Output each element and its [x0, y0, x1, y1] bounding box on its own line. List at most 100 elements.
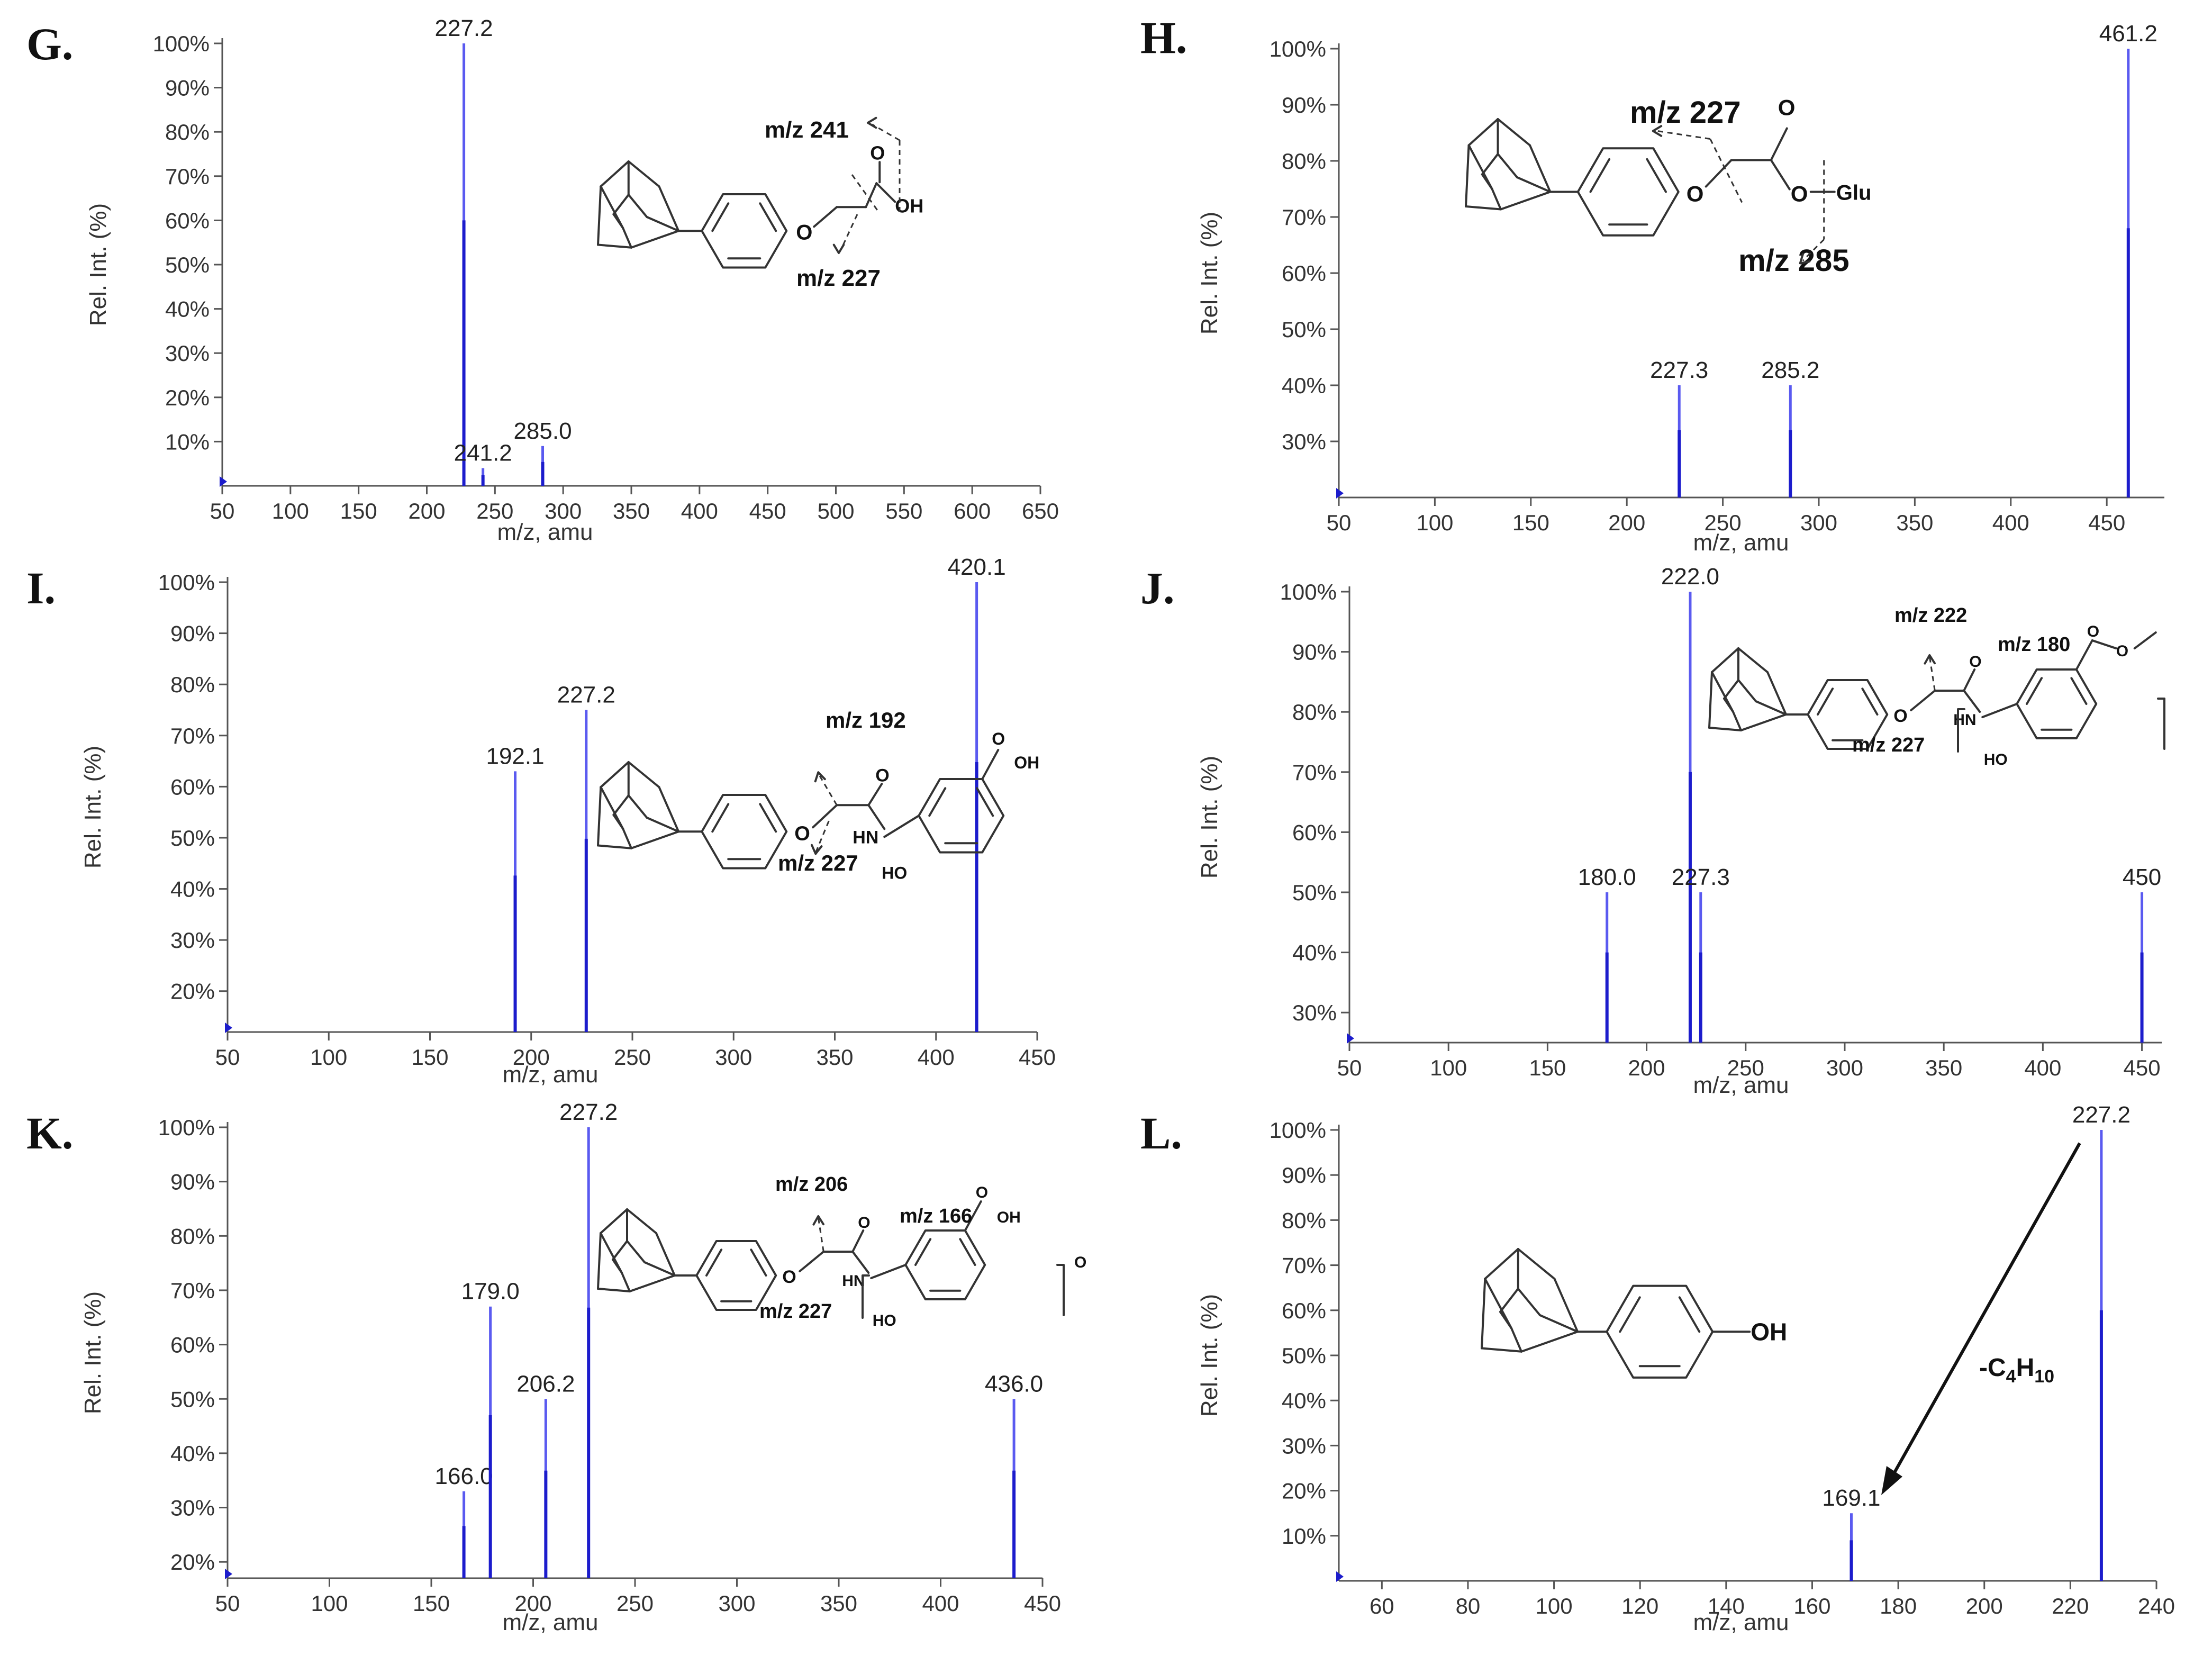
atom-label: O — [794, 822, 810, 845]
double-bond — [914, 1238, 932, 1266]
adamantane-bond — [1708, 671, 1713, 729]
arrow-head — [1652, 125, 1663, 137]
cleavage-arrow — [851, 174, 880, 212]
peak-label: 166.0 — [435, 1463, 493, 1489]
atom-label: HO — [1984, 751, 2008, 768]
y-tick-label: 80% — [170, 672, 215, 697]
bond — [883, 815, 920, 838]
peak-label: 285.0 — [513, 418, 572, 444]
adamantane-bond — [630, 830, 680, 849]
bond — [812, 804, 838, 829]
cleavage-arrow — [814, 820, 830, 853]
structure-h: O O O Glu m/z 227 m/z 285 — [1465, 95, 1871, 278]
peak-label: 450 — [2123, 864, 2161, 890]
y-tick-label: 30% — [170, 928, 215, 953]
adamantane-bond — [627, 761, 660, 789]
adamantane-bond — [597, 1288, 631, 1292]
arrow-head — [1799, 253, 1811, 265]
x-tick-label: 100 — [272, 499, 309, 523]
bond — [1963, 668, 1976, 692]
panel-letter: K. — [26, 1108, 73, 1159]
panel-k: K. 50 100 150 200 250 300 350 400 450 20% 30% 40% 50%… — [26, 1099, 1061, 1635]
x-tick-label: 180 — [1880, 1594, 1917, 1618]
x-tick-label: 200 — [513, 1045, 550, 1070]
y-tick-label: 20% — [1282, 1479, 1326, 1504]
atom-label: HN — [842, 1272, 865, 1290]
bond — [851, 1229, 865, 1253]
benzene-ring — [1606, 1284, 1714, 1379]
y-tick-label: 70% — [1282, 205, 1326, 230]
y-axis-title: Rel. Int. (%) — [80, 746, 106, 868]
x-tick-label: 300 — [1800, 510, 1837, 535]
x-tick-label: 140 — [1708, 1594, 1745, 1618]
adamantane-bond — [1755, 700, 1787, 716]
y-tick-label: 60% — [1292, 820, 1337, 845]
adamantane-bond — [1517, 1248, 1556, 1280]
double-bond — [2026, 677, 2043, 705]
y-tick-label: 70% — [170, 723, 215, 748]
peak-label: 180.0 — [1578, 864, 1636, 890]
axis-origin-marker — [225, 1022, 232, 1033]
adamantane-bond — [612, 794, 630, 816]
x-tick-label: 450 — [1019, 1045, 1056, 1070]
y-tick-label: 40% — [1282, 373, 1326, 398]
x-tick-label: 500 — [817, 499, 854, 523]
adamantane-bond — [622, 828, 632, 849]
y-tick-label: 80% — [1282, 1208, 1326, 1233]
bond — [851, 1251, 870, 1274]
arrow-head — [1924, 654, 1936, 665]
y-tick-label: 30% — [170, 1496, 215, 1521]
y-tick-label: 50% — [1282, 1343, 1326, 1368]
adamantane-bond — [627, 160, 660, 188]
y-tick-label: 90% — [170, 1170, 215, 1195]
adamantane-bond — [1517, 1288, 1541, 1316]
double-bond — [1619, 1296, 1641, 1333]
y-tick-label: 50% — [1282, 317, 1326, 342]
adamantane-bond — [1740, 713, 1787, 731]
axis-origin-marker — [1336, 488, 1344, 499]
adamantane-bond — [1516, 176, 1552, 193]
y-tick-label: 50% — [170, 1387, 215, 1411]
panel-letter: L. — [1140, 1108, 1182, 1159]
atom-label: O — [870, 142, 885, 164]
axis-origin-marker — [1347, 1033, 1354, 1044]
adamantane-bond — [600, 761, 630, 789]
bond — [1910, 690, 1936, 711]
adamantane-bond — [627, 194, 648, 218]
panel-letter: G. — [26, 19, 73, 69]
peak-label: 222.0 — [1661, 564, 1719, 590]
arrow-head — [867, 116, 877, 129]
adamantane-bond — [1481, 1278, 1486, 1350]
cleavage-arrow — [1928, 656, 1936, 691]
x-tick-label: 250 — [1727, 1055, 1764, 1080]
atom-label: HN — [1953, 711, 1976, 729]
adamantane-bond — [627, 794, 648, 819]
double-bond — [750, 1248, 767, 1277]
y-tick-label: 20% — [170, 1550, 215, 1574]
bond — [870, 1264, 907, 1279]
double-bond — [928, 787, 947, 817]
x-tick-label: 300 — [1826, 1055, 1863, 1080]
arrow-head — [811, 844, 823, 855]
adamantane-bond — [1737, 647, 1769, 673]
adamantane-bond — [600, 1232, 623, 1274]
y-tick-label: 80% — [165, 120, 210, 144]
x-axis-title: m/z, amu — [503, 1609, 599, 1635]
arrow-head — [814, 771, 826, 783]
fragment-label: m/z 227 — [796, 265, 881, 291]
x-tick-label: 220 — [2052, 1594, 2089, 1618]
y-tick-label: 40% — [170, 1441, 215, 1466]
x-tick-label: 450 — [2124, 1055, 2161, 1080]
x-tick-label: 200 — [1628, 1055, 1665, 1080]
y-tick-label: 30% — [165, 341, 210, 366]
cleavage-arrow — [817, 773, 838, 806]
adamantane-bond — [600, 786, 624, 830]
x-tick-label: 50 — [210, 499, 235, 523]
atom-label: HN — [853, 827, 878, 847]
x-tick-label: 350 — [1896, 510, 1933, 535]
x-tick-label: 350 — [816, 1045, 853, 1070]
adamantane-bond — [1499, 1288, 1519, 1313]
bond — [813, 206, 838, 228]
double-bond — [759, 803, 777, 833]
